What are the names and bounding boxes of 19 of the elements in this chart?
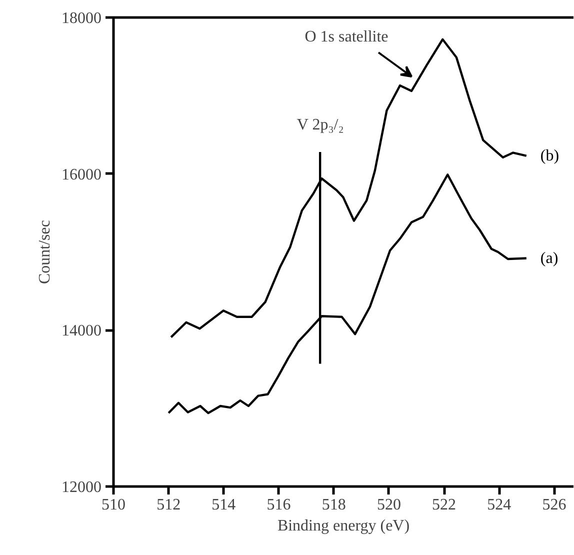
y-tick-label: 16000 — [62, 166, 102, 184]
series-label: (a) — [540, 250, 558, 267]
y-axis-title: Count/sec — [36, 220, 54, 284]
y-tick-label: 12000 — [62, 479, 102, 496]
x-tick-label: 512 — [156, 496, 181, 514]
annotation: V 2p₃/₂ — [296, 116, 344, 134]
series-label: (b) — [540, 147, 560, 164]
x-tick-label: 526 — [542, 496, 566, 514]
y-tick-label: 14000 — [62, 322, 102, 340]
x-axis-title: Binding energy (eV) — [277, 518, 410, 534]
x-tick-label: 518 — [322, 496, 346, 514]
x-tick-label: 516 — [266, 496, 291, 514]
x-tick-label: 524 — [487, 496, 512, 514]
y-tick-label: 18000 — [62, 10, 102, 27]
annotation: O 1s satellite — [304, 28, 388, 46]
x-tick-label: 514 — [212, 496, 236, 514]
x-tick-label: 520 — [376, 496, 401, 514]
x-tick-label: 510 — [102, 496, 126, 514]
x-tick-label: 522 — [432, 496, 456, 514]
